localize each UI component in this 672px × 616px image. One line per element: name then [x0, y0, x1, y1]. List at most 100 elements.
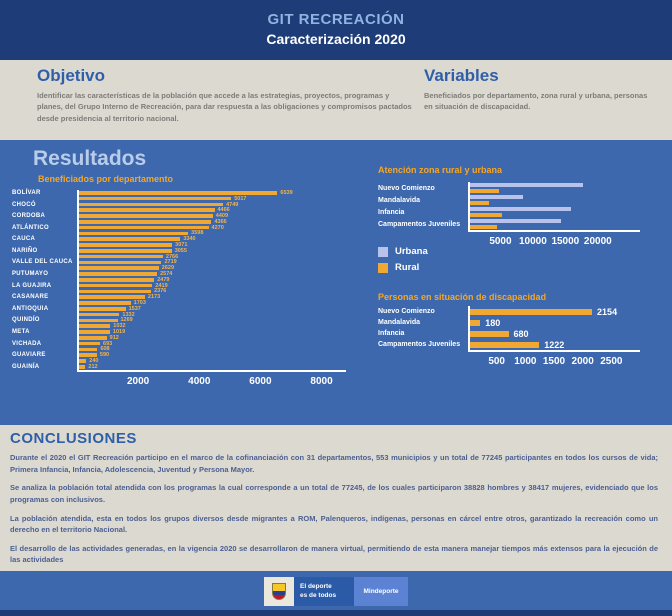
dept-bar-value: 3055 — [174, 247, 187, 254]
dept-bar-track: 3598 — [77, 230, 346, 237]
disability-category-label: Infancia — [378, 330, 405, 337]
dept-bar-track: 4270 — [77, 225, 346, 231]
axis-tick-label: 2000 — [127, 375, 150, 387]
dept-category-label: CASANARE — [12, 294, 49, 301]
dept-category-label: CORDOBA — [12, 213, 46, 220]
dept-bar — [79, 225, 209, 230]
dept-bar — [79, 312, 120, 317]
zone-bar-rural — [470, 212, 503, 217]
dept-bar-row: ATLÁNTICO 4270 — [12, 225, 346, 231]
dept-bar-row: 3598 — [12, 230, 346, 237]
disability-bar-value: 2154 — [597, 306, 618, 317]
dept-bar-value: 2766 — [165, 253, 179, 260]
conclusions-paragraph: La población atendida, esta en todos los… — [10, 513, 658, 535]
dept-bar-value: 693 — [103, 340, 113, 347]
dept-bar-track: 4749 — [77, 202, 346, 208]
results-heading: Resultados — [33, 147, 147, 170]
dept-bar-value: 3340 — [183, 236, 196, 243]
zone-bar-track — [468, 206, 640, 218]
dept-bar — [79, 208, 215, 213]
dept-bar-row: META 1019 — [12, 329, 346, 335]
dept-bar-row: CHOCÓ 4749 — [12, 202, 346, 208]
dept-bar-row: CAUCA 3340 — [12, 236, 346, 242]
dept-bar-track: 2574 — [77, 271, 346, 277]
axis-tick-label: 1000 — [514, 356, 537, 367]
dept-bar — [79, 365, 86, 369]
zone-chart-rows: Nuevo Comienzo Mandalavida Infancia Campame… — [378, 182, 640, 230]
dept-bar — [79, 336, 107, 340]
dept-bar — [79, 301, 131, 305]
dept-bar — [79, 243, 173, 247]
disability-bar-value: 180 — [485, 317, 501, 328]
dept-bar-value: 1703 — [133, 300, 146, 307]
zone-bar-track — [468, 182, 640, 194]
dept-bar — [79, 266, 159, 271]
dept-chart-rows: BOLÍVAR 6539 5017 CHOCÓ 4749 4466 CORDOBA 4409 4… — [12, 190, 346, 370]
axis-tick-label: 2500 — [600, 356, 623, 367]
dept-bar-track: 6539 — [77, 190, 346, 196]
dept-bar-value: 212 — [88, 363, 98, 370]
dept-bar-value: 912 — [109, 334, 119, 341]
conclusions-paragraph: Durante el 2020 el GIT Recreación partic… — [10, 453, 658, 474]
dept-bar-value: 3071 — [175, 242, 188, 249]
dept-bar-row: 2629 — [12, 265, 346, 271]
zone-chart-x-axis: 5000 10000 15000 20000 — [468, 230, 640, 247]
dept-bar-value: 1032 — [113, 323, 126, 330]
disability-chart-title: Personas en situación de discapacidad — [378, 292, 547, 302]
zone-bar-urbana — [470, 219, 562, 224]
dept-bar-value: 240 — [89, 358, 99, 365]
dept-bar-value: 3598 — [191, 230, 204, 237]
dept-bar-track: 1269 — [77, 317, 346, 323]
results-section: Resultados Beneficiados por departamento… — [0, 140, 672, 425]
el-deporte-es-de-todos-logo: El deporte es de todos — [294, 577, 354, 606]
axis-tick-label: 5000 — [489, 236, 512, 247]
zone-bar-urbana — [470, 207, 572, 212]
dept-bar-value: 4409 — [215, 213, 229, 220]
dept-bar — [79, 341, 101, 346]
dept-bar-track: 212 — [77, 364, 346, 370]
dept-bar-row: 4466 — [12, 207, 346, 213]
axis-tick-label: 1500 — [542, 356, 566, 367]
zone-category-label: Nuevo Comienzo — [378, 184, 435, 192]
axis-tick-label: 2000 — [571, 356, 594, 367]
dept-chart-x-axis: 2000 4000 6000 8000 — [77, 369, 346, 387]
dept-bar — [79, 307, 126, 311]
dept-bar — [79, 202, 224, 207]
dept-bar-track: 4366 — [77, 219, 346, 225]
objective-heading: Objetivo — [37, 66, 106, 85]
dept-bar-row: 2479 — [12, 277, 346, 283]
dept-bar-track: 608 — [77, 346, 346, 353]
dept-bar-row: 1032 — [12, 323, 346, 329]
disability-bar-track: 2154 — [468, 306, 640, 317]
disability-bar-track: 680 — [468, 328, 640, 339]
dept-bar-track: 3340 — [77, 236, 346, 242]
dept-category-label: PUTUMAYO — [12, 271, 49, 278]
dept-bar — [79, 324, 111, 329]
dept-bar-row: 608 — [12, 346, 346, 353]
disability-chart-rows: Nuevo Comienzo 2154 Mandalavida 180 Infancia… — [378, 306, 640, 350]
disability-bar — [470, 308, 593, 315]
zone-chart-title: Atención zona rural y urbana — [378, 165, 503, 175]
dept-category-label: ATLÁNTICO — [12, 224, 49, 231]
zone-group-row: Mandalavida — [378, 194, 640, 206]
dept-bar-value: 1332 — [122, 311, 135, 318]
dept-bar — [79, 278, 155, 282]
dept-bar-value: 5017 — [234, 195, 247, 202]
dept-category-label: QUINDÍO — [12, 317, 40, 324]
urbana-swatch-icon — [378, 246, 388, 257]
dept-bar-value: 590 — [99, 352, 110, 359]
zone-bar-rural — [470, 188, 499, 193]
disability-bar-value: 680 — [513, 328, 529, 339]
dept-bar-value: 4270 — [211, 224, 224, 231]
dept-bar-value: 608 — [100, 346, 110, 353]
dept-bar-row: 5017 — [12, 196, 346, 202]
dept-bar-row: VALLE DEL CAUCA 2719 — [12, 259, 346, 265]
dept-bar-value: 2629 — [161, 265, 175, 272]
logo-text-line1: El deporte — [300, 583, 332, 591]
conclusions-paragraph: Se analiza la población total atendida c… — [10, 483, 658, 504]
dept-bar — [79, 191, 278, 195]
zone-group-row: Campamentos Juveniles — [378, 218, 640, 230]
dept-bar-track: 693 — [77, 341, 346, 347]
disability-bar — [470, 341, 540, 348]
conclusions-paragraph: El desarrollo de las actividades generad… — [10, 543, 658, 565]
